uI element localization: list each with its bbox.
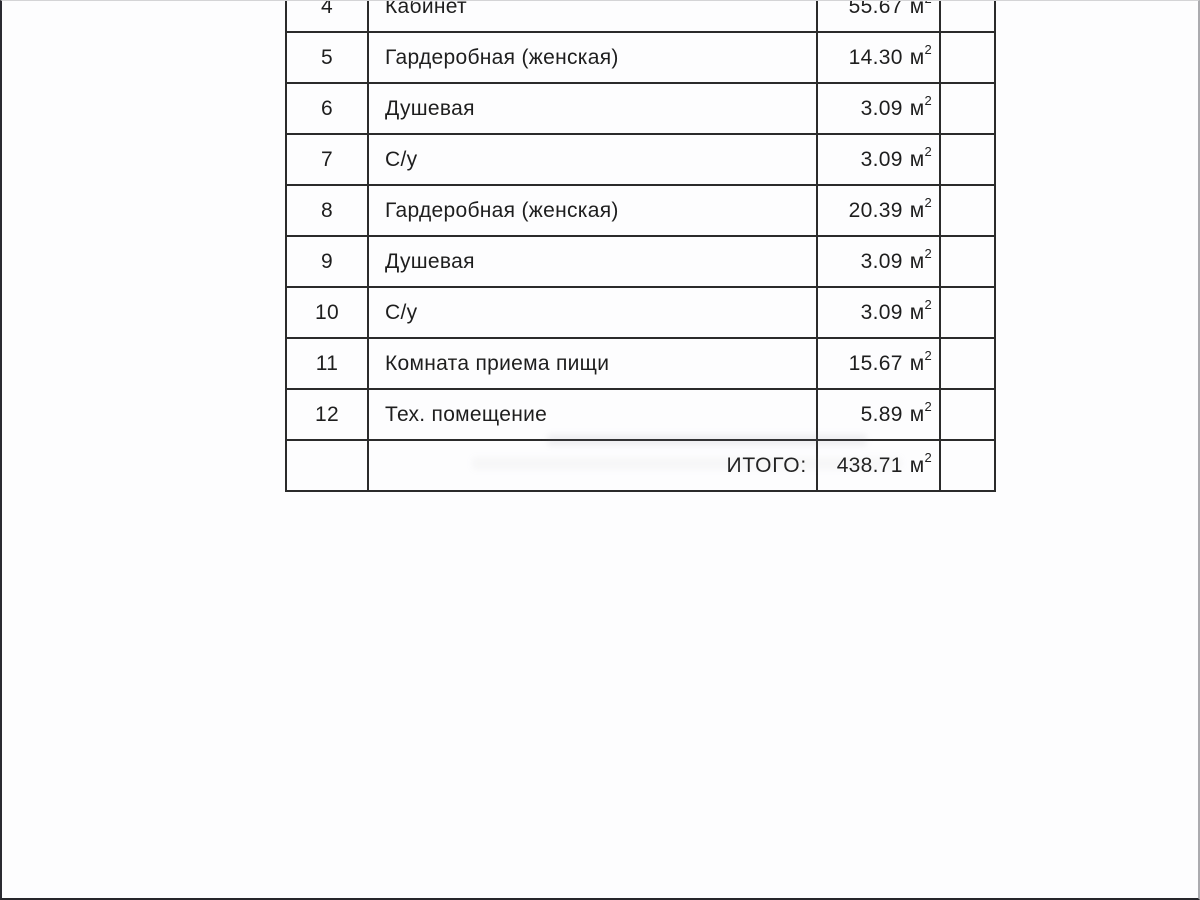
table-row: 12 Тех. помещение 5.89 м2 [287, 390, 994, 441]
room-name: Комната приема пищи [369, 339, 818, 388]
room-area: 3.09 м2 [818, 135, 941, 184]
area-unit: м2 [909, 145, 932, 172]
empty-cell [941, 33, 994, 82]
area-unit: м2 [909, 400, 932, 427]
table-total-row: ИТОГО: 438.71 м2 [287, 441, 994, 490]
table-row: 8 Гардеробная (женская) 20.39 м2 [287, 186, 994, 237]
row-number: 6 [287, 84, 369, 133]
room-area: 3.09 м2 [818, 288, 941, 337]
unit-base: м [909, 45, 925, 69]
row-number: 10 [287, 288, 369, 337]
unit-sup: 2 [924, 296, 932, 312]
table-row: 4 Кабинет 55.67 м2 [287, 0, 994, 33]
room-explication-table: 4 Кабинет 55.67 м2 5 Гардеробная (женска… [285, 0, 996, 492]
empty-cell [941, 84, 994, 133]
room-name: Кабинет [369, 1, 818, 31]
unit-base: м [909, 0, 925, 18]
row-number: 4 [287, 1, 369, 31]
empty-cell [941, 339, 994, 388]
empty-cell [941, 441, 994, 490]
empty-cell [941, 288, 994, 337]
area-value: 3.09 [860, 300, 903, 324]
area-value: 3.09 [860, 96, 903, 120]
unit-sup: 2 [924, 398, 932, 414]
empty-cell [941, 186, 994, 235]
room-area: 55.67 м2 [818, 0, 941, 31]
area-unit: м2 [909, 43, 932, 70]
unit-base: м [909, 147, 925, 171]
row-number: 5 [287, 33, 369, 82]
unit-sup: 2 [924, 41, 932, 57]
area-unit: м2 [909, 94, 932, 121]
empty-cell [941, 237, 994, 286]
area-value: 5.89 [860, 402, 903, 426]
table-row: 10 С/у 3.09 м2 [287, 288, 994, 339]
unit-sup: 2 [924, 449, 932, 465]
room-name: Тех. помещение [369, 390, 818, 439]
room-name: С/у [369, 288, 818, 337]
area-unit: м2 [909, 196, 932, 223]
total-label: ИТОГО: [369, 441, 818, 490]
unit-base: м [909, 351, 925, 375]
unit-base: м [909, 198, 925, 222]
row-number: 12 [287, 390, 369, 439]
table-row: 6 Душевая 3.09 м2 [287, 84, 994, 135]
room-area: 3.09 м2 [818, 237, 941, 286]
area-value: 55.67 [848, 0, 903, 18]
room-name: Душевая [369, 237, 818, 286]
room-area: 20.39 м2 [818, 186, 941, 235]
unit-base: м [909, 402, 925, 426]
row-number: 7 [287, 135, 369, 184]
area-unit: м2 [909, 349, 932, 376]
unit-base: м [909, 453, 925, 477]
row-number: 8 [287, 186, 369, 235]
area-value: 20.39 [848, 198, 903, 222]
unit-sup: 2 [924, 143, 932, 159]
room-name: Душевая [369, 84, 818, 133]
area-value: 438.71 [836, 453, 903, 477]
area-unit: м2 [909, 0, 932, 19]
area-value: 14.30 [848, 45, 903, 69]
empty-cell [941, 390, 994, 439]
table-row: 9 Душевая 3.09 м2 [287, 237, 994, 288]
unit-sup: 2 [924, 347, 932, 363]
table-row: 7 С/у 3.09 м2 [287, 135, 994, 186]
empty-cell [941, 135, 994, 184]
room-area: 14.30 м2 [818, 33, 941, 82]
table-row: 5 Гардеробная (женская) 14.30 м2 [287, 33, 994, 84]
unit-sup: 2 [924, 245, 932, 261]
room-name: Гардеробная (женская) [369, 186, 818, 235]
room-name: С/у [369, 135, 818, 184]
area-value: 15.67 [848, 351, 903, 375]
unit-base: м [909, 300, 925, 324]
room-area: 15.67 м2 [818, 339, 941, 388]
room-area: 5.89 м2 [818, 390, 941, 439]
unit-sup: 2 [924, 92, 932, 108]
total-area: 438.71 м2 [818, 441, 941, 490]
room-area: 3.09 м2 [818, 84, 941, 133]
unit-base: м [909, 96, 925, 120]
area-unit: м2 [909, 298, 932, 325]
area-unit: м2 [909, 247, 932, 274]
row-number: 11 [287, 339, 369, 388]
row-number: 9 [287, 237, 369, 286]
area-value: 3.09 [860, 249, 903, 273]
area-unit: м2 [909, 451, 932, 478]
area-value: 3.09 [860, 147, 903, 171]
empty-cell [287, 441, 369, 490]
room-name: Гардеробная (женская) [369, 33, 818, 82]
unit-sup: 2 [924, 194, 932, 210]
table-row: 11 Комната приема пищи 15.67 м2 [287, 339, 994, 390]
empty-cell [941, 1, 994, 31]
unit-sup: 2 [924, 1, 932, 6]
unit-base: м [909, 249, 925, 273]
